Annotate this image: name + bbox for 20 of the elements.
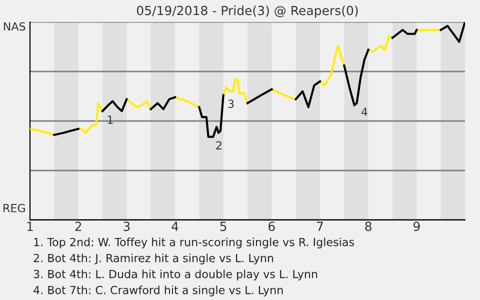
annotation: 4 [361,108,368,116]
ref-line-label: REG [4,204,25,212]
text: 4. Bot 7th: C. Crawford hit a single vs L. Lynn [34,286,283,296]
x-tick-label: 7 [317,222,323,231]
annotation: 1 [108,116,113,124]
text: 2. Bot 4th: J. Ramirez hit a single vs L. Lynn [34,254,274,264]
text: 3. Bot 4th: L. Duda hit into a double play vs L. Lynn [34,270,318,280]
x-tick-label: 3 [124,222,130,232]
x-tick-label: 2 [75,222,82,231]
x-tick-label: 6 [268,222,275,232]
x-tick-label: 4 [172,222,178,231]
x-tick-label: 1 [27,222,33,231]
text: 1. Top 2nd: W. Toffey hit a run-scoring single vs R. Iglesias [34,238,354,248]
x-tick-label: 8 [365,222,372,232]
chart-title: 05/19/2018 - Pride(3) @ Reapers(0) [136,6,358,18]
x-tick-label: 5 [220,222,226,232]
x-tick-label: 9 [413,222,420,232]
annotation: 2 [216,141,222,150]
annotation: 3 [228,100,234,108]
ref-line-label: NAS [4,22,26,31]
